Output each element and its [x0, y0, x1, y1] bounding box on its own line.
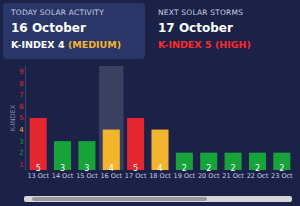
svg-text:3: 3 — [84, 164, 89, 173]
svg-text:16 Oct: 16 Oct — [100, 172, 122, 180]
svg-text:2: 2 — [231, 164, 236, 173]
svg-text:2: 2 — [255, 164, 260, 173]
svg-text:4: 4 — [109, 164, 114, 173]
svg-text:3: 3 — [19, 138, 23, 146]
svg-text:4: 4 — [157, 164, 162, 173]
svg-text:9: 9 — [19, 68, 23, 76]
svg-text:5: 5 — [133, 164, 138, 173]
html-text:16 October: 16 October — [11, 21, 86, 35]
svg-text:6: 6 — [19, 103, 24, 111]
svg-text:3: 3 — [60, 164, 65, 173]
svg-text:2: 2 — [206, 164, 211, 173]
svg-text:21 Oct: 21 Oct — [222, 172, 244, 180]
svg-text:2: 2 — [19, 149, 23, 157]
svg-text:14 Oct: 14 Oct — [52, 172, 74, 180]
svg-text:23 Oct: 23 Oct — [271, 172, 293, 180]
svg-text:1: 1 — [19, 161, 23, 169]
svg-text:7: 7 — [19, 91, 23, 99]
html-text:K-INDEX 4 (MEDIUM): K-INDEX 4 (MEDIUM) — [11, 39, 122, 50]
svg-text:19 Oct: 19 Oct — [174, 172, 196, 180]
svg-text:4: 4 — [19, 126, 24, 134]
svg-text:22 Oct: 22 Oct — [247, 172, 269, 180]
svg-text:18 Oct: 18 Oct — [149, 172, 171, 180]
svg-text:5: 5 — [19, 114, 23, 122]
html-text:K-INDEX 5 (HIGH): K-INDEX 5 (HIGH) — [158, 39, 251, 50]
svg-text:5: 5 — [36, 164, 41, 173]
svg-text:13 Oct: 13 Oct — [27, 172, 49, 180]
svg-text:8: 8 — [19, 80, 23, 88]
html-text:17 October: 17 October — [158, 21, 233, 35]
svg-text:2: 2 — [279, 164, 284, 173]
svg-text:K-INDEX: K-INDEX — [9, 104, 17, 131]
html-text:NEXT SOLAR STORMS: NEXT SOLAR STORMS — [158, 8, 244, 17]
svg-text:2: 2 — [182, 164, 187, 173]
html-text:TODAY SOLAR ACTIVITY: TODAY SOLAR ACTIVITY — [11, 8, 104, 17]
svg-text:17 Oct: 17 Oct — [125, 172, 147, 180]
svg-text:15 Oct: 15 Oct — [76, 172, 98, 180]
svg-text:20 Oct: 20 Oct — [198, 172, 220, 180]
